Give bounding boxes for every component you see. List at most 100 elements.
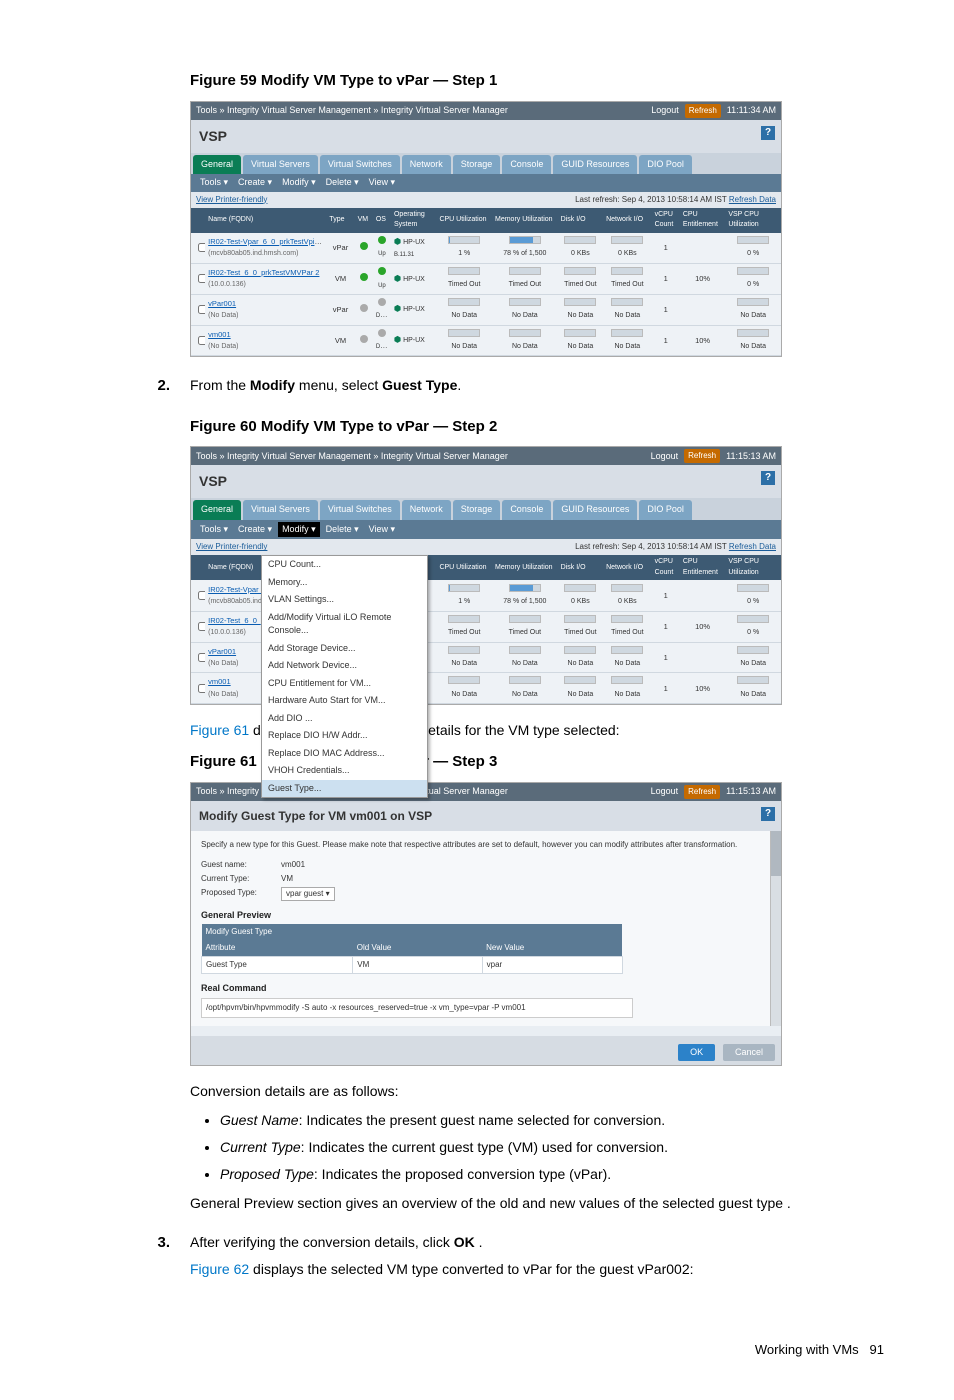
step-3-text: After verifying the conversion details, … bbox=[190, 1234, 454, 1250]
tab-guid[interactable]: GUID Resources bbox=[553, 155, 637, 175]
menu-item[interactable]: Add DIO ... bbox=[262, 710, 427, 728]
breadcrumb: Tools » Integrity Virtual Server Managem… bbox=[196, 450, 508, 464]
menu-item-guest-type[interactable]: Guest Type... bbox=[262, 780, 427, 798]
menu-item[interactable]: VHOH Credentials... bbox=[262, 762, 427, 780]
printer-friendly-link[interactable]: View Printer-friendly bbox=[196, 541, 267, 553]
tab-virtual-switches[interactable]: Virtual Switches bbox=[320, 155, 400, 175]
tab-guid[interactable]: GUID Resources bbox=[553, 500, 637, 520]
virtual-server-table: Name (FQDN) Type VM OS Operating System … bbox=[191, 208, 781, 357]
toolbar: Tools ▾ Create ▾ Modify ▾ Delete ▾ View … bbox=[191, 520, 781, 540]
guest-type-bold: Guest Type bbox=[382, 377, 457, 393]
tab-dio[interactable]: DIO Pool bbox=[639, 155, 692, 175]
tab-storage[interactable]: Storage bbox=[453, 500, 501, 520]
col-disk: Disk I/O bbox=[558, 555, 603, 580]
col-vspc: VSP CPU Utilization bbox=[725, 208, 781, 233]
refresh-link[interactable]: Refresh bbox=[685, 104, 721, 118]
menu-item[interactable]: Add Network Device... bbox=[262, 657, 427, 675]
tab-bar: General Virtual Servers Virtual Switches… bbox=[191, 498, 781, 520]
help-icon[interactable]: ? bbox=[761, 471, 775, 485]
tab-network[interactable]: Network bbox=[402, 155, 451, 175]
tab-console[interactable]: Console bbox=[502, 155, 551, 175]
menu-item[interactable]: VLAN Settings... bbox=[262, 591, 427, 609]
figure-61-screenshot: Tools » Integrity Virtual Server Managem… bbox=[190, 782, 782, 1067]
refresh-data-link[interactable]: Refresh Data bbox=[729, 542, 776, 551]
menu-item[interactable]: Add/Modify Virtual iLO Remote Console... bbox=[262, 609, 427, 640]
menu-item[interactable]: CPU Entitlement for VM... bbox=[262, 675, 427, 693]
col-os: OS bbox=[373, 208, 391, 233]
tab-general[interactable]: General bbox=[193, 500, 241, 520]
tab-bar: General Virtual Servers Virtual Switches… bbox=[191, 153, 781, 175]
menu-item[interactable]: Memory... bbox=[262, 574, 427, 592]
tab-console[interactable]: Console bbox=[502, 500, 551, 520]
menu-item[interactable]: Hardware Auto Start for VM... bbox=[262, 692, 427, 710]
refresh-data-link[interactable]: Refresh Data bbox=[729, 195, 776, 204]
tab-storage[interactable]: Storage bbox=[453, 155, 501, 175]
menu-item[interactable]: Replace DIO H/W Addr... bbox=[262, 727, 427, 745]
col-cpu: CPU Utilization bbox=[436, 208, 492, 233]
modify-dropdown-menu[interactable]: CPU Count...Memory...VLAN Settings...Add… bbox=[261, 555, 428, 798]
table-row: IR02-Test-Vpar_6_0_prkTestVpib...(mcvb80… bbox=[191, 233, 781, 264]
tab-network[interactable]: Network bbox=[402, 500, 451, 520]
refresh-bar: View Printer-friendly Last refresh: Sep … bbox=[191, 192, 781, 208]
ok-bold: OK bbox=[454, 1234, 475, 1250]
col-net: Network I/O bbox=[603, 208, 651, 233]
help-icon[interactable]: ? bbox=[761, 807, 775, 821]
step-3-number: 3. bbox=[70, 1232, 190, 1255]
menu-modify[interactable]: Modify ▾ bbox=[278, 176, 320, 190]
footer-page-number: 91 bbox=[870, 1342, 884, 1357]
col-vcpu: vCPU Count bbox=[652, 555, 680, 580]
general-preview-heading: General Preview bbox=[201, 909, 771, 923]
modify-guest-type-title: Modify Guest Type for VM vm001 on VSP ? bbox=[191, 801, 781, 831]
logout-link[interactable]: Logout bbox=[651, 450, 679, 464]
modify-bold: Modify bbox=[250, 377, 295, 393]
bullet-current-type: Current Type: Indicates the current gues… bbox=[220, 1137, 884, 1158]
real-command-heading: Real Command bbox=[201, 982, 771, 996]
figure-61-link[interactable]: Figure 61 bbox=[190, 722, 249, 738]
tab-general[interactable]: General bbox=[193, 155, 241, 175]
col-mem: Memory Utilization bbox=[492, 208, 558, 233]
proposed-type-label: Proposed Type: bbox=[201, 887, 281, 901]
menu-delete[interactable]: Delete ▾ bbox=[322, 523, 363, 537]
last-refresh-text: Last refresh: Sep 4, 2013 10:58:14 AM IS… bbox=[575, 195, 727, 204]
tab-virtual-servers[interactable]: Virtual Servers bbox=[243, 500, 318, 520]
menu-view[interactable]: View ▾ bbox=[365, 523, 399, 537]
menu-create[interactable]: Create ▾ bbox=[234, 176, 276, 190]
cell-attribute: Guest Type bbox=[202, 957, 353, 974]
vsp-label: VSP bbox=[199, 128, 227, 144]
ok-button[interactable]: OK bbox=[678, 1044, 715, 1062]
current-type-value: VM bbox=[281, 873, 293, 885]
tab-virtual-switches[interactable]: Virtual Switches bbox=[320, 500, 400, 520]
cell-old: VM bbox=[353, 957, 482, 974]
header-time: 11:15:13 AM bbox=[726, 785, 776, 799]
header-time: 11:11:34 AM bbox=[727, 104, 776, 118]
figure-62-link[interactable]: Figure 62 bbox=[190, 1261, 249, 1277]
help-icon[interactable]: ? bbox=[761, 126, 775, 140]
tab-dio[interactable]: DIO Pool bbox=[639, 500, 692, 520]
menu-create[interactable]: Create ▾ bbox=[234, 523, 276, 537]
logout-link[interactable]: Logout bbox=[651, 785, 679, 799]
table-header-row: Name (FQDN) Type VM OS Operating System … bbox=[191, 208, 781, 233]
figure-59-screenshot: Tools » Integrity Virtual Server Managem… bbox=[190, 101, 782, 358]
menu-delete[interactable]: Delete ▾ bbox=[322, 176, 363, 190]
menu-tools[interactable]: Tools ▾ bbox=[196, 523, 232, 537]
current-type-label: Current Type: bbox=[201, 873, 281, 885]
menu-item[interactable]: Replace DIO MAC Address... bbox=[262, 745, 427, 763]
bullet-guest-name: Guest Name: Indicates the present guest … bbox=[220, 1110, 884, 1131]
refresh-link[interactable]: Refresh bbox=[684, 449, 720, 463]
printer-friendly-link[interactable]: View Printer-friendly bbox=[196, 194, 267, 206]
menu-view[interactable]: View ▾ bbox=[365, 176, 399, 190]
button-row: OK Cancel bbox=[191, 1036, 781, 1066]
tab-virtual-servers[interactable]: Virtual Servers bbox=[243, 155, 318, 175]
scrollbar[interactable] bbox=[770, 831, 781, 1026]
table-row: vPar001(No Data)vParDown⬢ HP-UXNo DataNo… bbox=[191, 294, 781, 325]
menu-item[interactable]: CPU Count... bbox=[262, 556, 427, 574]
cancel-button[interactable]: Cancel bbox=[723, 1044, 775, 1062]
menu-modify[interactable]: Modify ▾ bbox=[278, 522, 320, 538]
menu-item[interactable]: Add Storage Device... bbox=[262, 640, 427, 658]
menu-tools[interactable]: Tools ▾ bbox=[196, 176, 232, 190]
col-cpu: CPU Utilization bbox=[436, 555, 492, 580]
header-time: 11:15:13 AM bbox=[726, 450, 776, 464]
refresh-link[interactable]: Refresh bbox=[684, 785, 720, 799]
logout-link[interactable]: Logout bbox=[651, 104, 679, 118]
proposed-type-select[interactable]: vpar guest ▾ bbox=[281, 887, 335, 901]
